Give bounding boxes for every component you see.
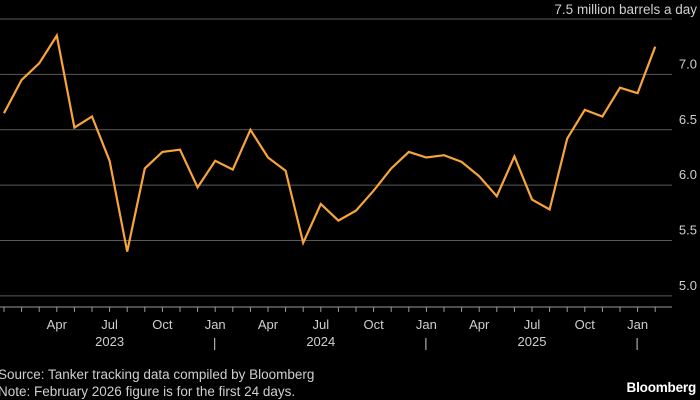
y-axis-ticks: 7.0 6.5 6.0 5.5 5.0 <box>679 56 697 293</box>
x-tick-label: Oct <box>575 317 596 332</box>
brand-logo: Bloomberg <box>626 380 697 395</box>
year-label: 2023 <box>95 334 124 349</box>
x-tick-label: Jul <box>524 317 541 332</box>
x-tick-label: Jul <box>312 317 329 332</box>
x-tick-label: Apr <box>258 317 279 332</box>
x-tick-label: Oct <box>152 317 173 332</box>
series-group <box>3 32 657 252</box>
chart-notes: Source: Tanker tracking data compiled by… <box>0 366 314 400</box>
x-tick-label: Jul <box>101 317 118 332</box>
y-tick-label: 6.5 <box>679 112 697 127</box>
year-label: 2025 <box>518 334 547 349</box>
series-line <box>3 32 657 252</box>
gridlines <box>0 18 672 312</box>
x-tick-label: Jan <box>205 317 226 332</box>
x-tick-label: Apr <box>469 317 490 332</box>
unit-label: 7.5 million barrels a day <box>554 2 697 17</box>
year-label: 2024 <box>306 334 335 349</box>
year-labels: 2023 2024 2025 <box>95 334 638 350</box>
y-tick-label: 7.0 <box>679 56 697 71</box>
footnote: Note: February 2026 figure is for the fi… <box>0 384 296 399</box>
y-tick-label: 5.5 <box>679 223 697 238</box>
source-note: Source: Tanker tracking data compiled by… <box>0 367 315 382</box>
x-tick-label: Oct <box>363 317 384 332</box>
y-tick-label: 5.0 <box>679 278 697 293</box>
y-tick-label: 6.0 <box>679 167 697 182</box>
x-axis-ticks: Apr Jul Oct Jan Apr Jul Oct Jan Apr Jul Oct Jan <box>47 317 648 332</box>
x-tick-label: Jan <box>416 317 437 332</box>
x-tick-label: Apr <box>47 317 68 332</box>
x-tick-label: Jan <box>627 317 648 332</box>
